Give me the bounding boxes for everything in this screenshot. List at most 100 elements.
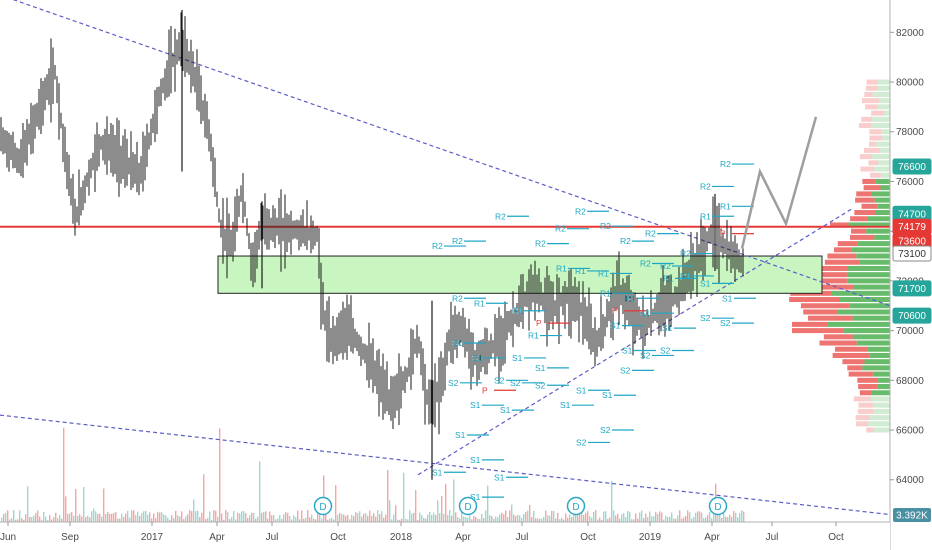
volume-bar <box>729 514 731 522</box>
volume-bar <box>39 516 41 522</box>
volume-bar <box>25 514 27 522</box>
volume-bar <box>233 510 235 522</box>
volume-bar <box>277 518 279 522</box>
volume-bar <box>5 512 7 522</box>
volume-bar <box>721 517 723 522</box>
volume-bar <box>489 515 491 522</box>
profile-buy <box>847 265 890 271</box>
volume-bar <box>163 514 165 522</box>
volume-bar <box>673 518 675 522</box>
x-tick-label: Oct <box>580 532 596 543</box>
y-tick-label: 76000 <box>896 177 924 188</box>
profile-buy <box>870 123 890 129</box>
pivot-label: S1 <box>560 400 571 410</box>
y-tick-label: 70000 <box>896 326 924 337</box>
price-tag-box <box>892 307 932 324</box>
profile-sell <box>807 272 847 278</box>
pivot-label: S2 <box>494 375 505 385</box>
volume-bar <box>651 516 653 522</box>
profile-sell <box>854 210 876 216</box>
projection-path[interactable] <box>740 116 818 249</box>
volume-bar <box>125 513 127 522</box>
volume-bar <box>275 519 277 522</box>
volume-bar <box>79 514 81 522</box>
volume-bar <box>27 486 29 522</box>
profile-buy <box>874 234 890 240</box>
volume-bar <box>83 487 85 522</box>
upper-trendline <box>12 0 891 307</box>
volume-bar <box>257 516 259 522</box>
volume-bar <box>221 513 223 522</box>
price-tag-label: 74700 <box>898 209 926 220</box>
volume-bar <box>63 427 65 522</box>
profile-sell <box>868 160 879 166</box>
volume-bar <box>301 510 303 522</box>
volume-bar <box>99 513 101 522</box>
pivot-label: R1 <box>556 263 567 273</box>
volume-bar <box>137 511 139 522</box>
volume-bar <box>537 518 539 522</box>
volume-bar <box>481 514 483 522</box>
x-tick-label: Oct <box>330 532 346 543</box>
volume-bar <box>483 518 485 522</box>
volume-bar <box>313 518 315 522</box>
volume-bar <box>81 516 83 522</box>
volume-bar <box>663 519 665 522</box>
volume-bar <box>327 519 329 522</box>
volume-bar <box>567 517 569 522</box>
volume-bar <box>403 472 405 522</box>
volume-bar <box>13 510 15 522</box>
volume-bar <box>165 515 167 522</box>
volume-bar <box>513 514 515 522</box>
volume-bar <box>33 515 35 522</box>
volume-bar <box>179 516 181 522</box>
profile-buy <box>882 135 890 141</box>
volume-bar <box>115 512 117 522</box>
pivot-label: S2 <box>640 350 651 360</box>
volume-bar <box>161 512 163 522</box>
x-tick-label: Jul <box>516 532 529 543</box>
profile-sell <box>868 141 877 147</box>
volume-bar <box>171 515 173 522</box>
profile-buy <box>839 297 890 303</box>
volume-bar <box>595 510 597 522</box>
volume-bar <box>191 511 193 522</box>
volume-bar <box>583 514 585 522</box>
volume-bar <box>151 518 153 522</box>
volume-bar <box>491 516 493 522</box>
volume-bar <box>591 517 593 522</box>
volume-bar <box>271 515 273 522</box>
profile-buy <box>856 340 890 346</box>
profile-buy <box>876 104 890 110</box>
volume-bar <box>527 510 529 522</box>
volume-bar <box>501 512 503 522</box>
volume-bar <box>459 518 461 522</box>
profile-buy <box>847 278 890 284</box>
volume-bar <box>117 518 119 522</box>
profile-buy <box>877 203 890 209</box>
volume-bar <box>509 510 511 522</box>
volume-bar <box>599 517 601 522</box>
volume-bar <box>677 515 679 522</box>
event-marker[interactable]: D <box>566 496 586 516</box>
volume-bar <box>259 461 261 522</box>
volume-bar <box>147 514 149 522</box>
volume-bar <box>299 519 301 522</box>
event-marker[interactable]: D <box>313 496 333 516</box>
volume-bar <box>709 511 711 522</box>
event-marker[interactable]: D <box>708 496 728 516</box>
pivot-points: R2 R1 S1 S1 S2 S1 S2 S1 S1 S1 S1 S1 S1 R1 R1 S1 S1 S2 S2 S1… <box>432 159 756 502</box>
volume-bar <box>405 518 407 522</box>
volume-bar <box>613 510 615 522</box>
pivot-label: S2 <box>576 437 587 447</box>
pivot-label: S2 <box>700 313 711 323</box>
profile-sell <box>798 278 848 284</box>
volume-bar <box>427 514 429 522</box>
profile-buy <box>864 359 890 365</box>
pivot-label: S1 <box>470 400 481 410</box>
event-marker[interactable]: D <box>458 496 478 516</box>
price-tag-box <box>892 280 932 297</box>
